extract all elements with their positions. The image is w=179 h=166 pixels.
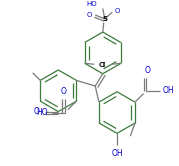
Text: Cl: Cl [100, 62, 107, 68]
Text: S: S [102, 16, 107, 22]
Text: O: O [60, 87, 66, 96]
Text: O: O [87, 12, 92, 18]
Text: O: O [144, 66, 150, 75]
Text: HO: HO [86, 1, 97, 7]
Text: OH: OH [163, 86, 174, 95]
Text: OH: OH [111, 149, 123, 158]
Text: O: O [115, 8, 120, 14]
Text: Cl: Cl [99, 62, 106, 68]
Text: O: O [33, 107, 39, 116]
Text: HO: HO [36, 108, 48, 117]
